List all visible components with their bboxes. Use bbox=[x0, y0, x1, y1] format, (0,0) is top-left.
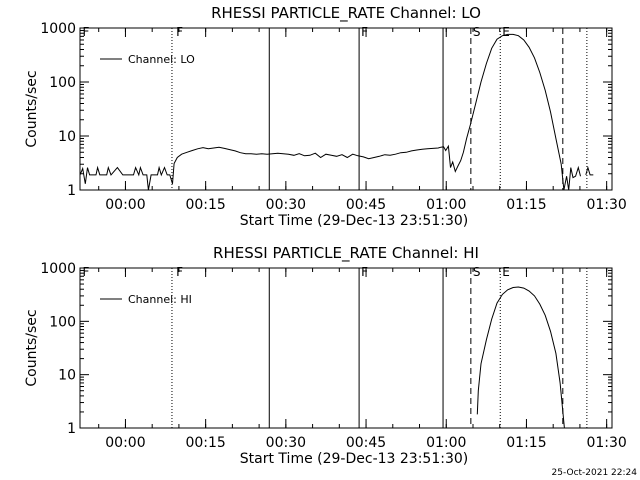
y-tick-label: 10 bbox=[58, 129, 76, 145]
x-tick-label: 00:30 bbox=[266, 435, 306, 451]
series-line-0-segment-1 bbox=[585, 165, 594, 176]
chart-panel-1: RHESSI PARTICLE_RATE Channel: HI 1 10 100 10… bbox=[24, 244, 627, 467]
x-tick-label: 00:15 bbox=[185, 197, 225, 213]
plot-frame bbox=[79, 27, 613, 191]
y-tick-label: 1000 bbox=[40, 21, 76, 37]
chart-panel-0: RHESSI PARTICLE_RATE Channel: LO 1 10 100 10… bbox=[24, 4, 627, 229]
series-line-0-segment-0 bbox=[476, 286, 565, 429]
series-line-0-segment-0 bbox=[79, 33, 581, 191]
x-tick-label: 00:45 bbox=[346, 435, 386, 451]
x-tick-label: 00:00 bbox=[105, 197, 145, 213]
x-tick-label: 00:45 bbox=[346, 197, 386, 213]
event-marker-label: E bbox=[502, 265, 510, 279]
x-tick-label: 00:30 bbox=[266, 197, 306, 213]
chart-title: RHESSI PARTICLE_RATE Channel: HI bbox=[213, 244, 479, 263]
event-marker-label: E bbox=[502, 25, 510, 39]
chart-title: RHESSI PARTICLE_RATE Channel: LO bbox=[211, 4, 481, 23]
x-tick-label: 01:15 bbox=[506, 197, 546, 213]
event-marker-label: S bbox=[473, 25, 481, 39]
x-tick-label: 01:00 bbox=[426, 197, 466, 213]
event-marker-label: F bbox=[83, 265, 90, 279]
event-marker-label: F bbox=[361, 25, 368, 39]
x-tick-label: 01:30 bbox=[586, 435, 626, 451]
legend-label: Channel: HI bbox=[128, 293, 192, 306]
y-tick-label: 10 bbox=[58, 368, 76, 384]
x-tick-label: 01:00 bbox=[426, 435, 466, 451]
x-axis-label: Start Time (29-Dec-13 23:51:30) bbox=[240, 213, 468, 229]
legend-label: Channel: LO bbox=[128, 53, 195, 66]
y-tick-label: 1 bbox=[67, 421, 76, 437]
x-tick-label: 00:00 bbox=[105, 435, 145, 451]
y-tick-label: 100 bbox=[49, 314, 76, 330]
event-marker-label: F bbox=[361, 265, 368, 279]
event-marker-label: F bbox=[176, 265, 183, 279]
y-tick-label: 1000 bbox=[40, 261, 76, 277]
y-tick-label: 1 bbox=[67, 183, 76, 199]
x-tick-label: 00:15 bbox=[185, 435, 225, 451]
y-axis-label: Counts/sec bbox=[24, 70, 40, 147]
y-axis-label: Counts/sec bbox=[24, 309, 40, 386]
plot-frame bbox=[79, 267, 613, 429]
generation-timestamp: 25-Oct-2021 22:24 bbox=[552, 468, 638, 478]
x-tick-label: 01:15 bbox=[506, 435, 546, 451]
event-marker-label: S bbox=[473, 265, 481, 279]
y-tick-label: 100 bbox=[49, 75, 76, 91]
x-tick-label: 01:30 bbox=[586, 197, 626, 213]
x-axis-label: Start Time (29-Dec-13 23:51:30) bbox=[240, 451, 468, 467]
event-marker-label: F bbox=[83, 25, 90, 39]
event-marker-label: F bbox=[176, 25, 183, 39]
